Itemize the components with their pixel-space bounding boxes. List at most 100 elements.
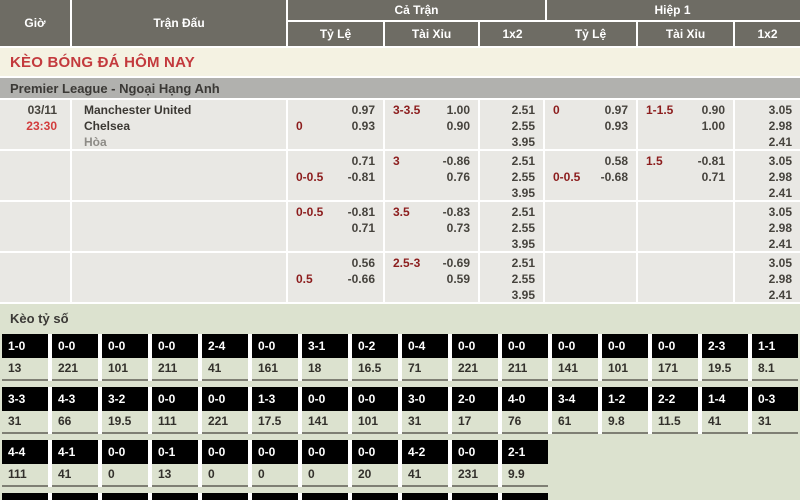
score-bet-option[interactable]: 0-0 221 — [452, 334, 498, 381]
half-over-under-cell[interactable] — [638, 253, 735, 302]
league-header[interactable]: Premier League - Ngoại Hạng Anh — [0, 78, 800, 100]
full-over-under-cell[interactable]: 3.5 -0.83 0.73 — [385, 202, 480, 251]
score-label: 0-0 — [602, 334, 648, 358]
score-odd-value: 101 — [602, 358, 648, 381]
score-bet-option[interactable]: 0-0 101 — [602, 334, 648, 381]
half-handicap-cell[interactable] — [545, 253, 638, 302]
score-bet-option[interactable]: 0-0 20 — [352, 440, 398, 487]
score-bet-option[interactable]: 0-2 16.5 — [352, 334, 398, 381]
score-bet-option[interactable]: 4-0 76 — [502, 387, 548, 434]
correct-score-title: Kèo tỷ số — [10, 311, 69, 326]
score-bet-option[interactable]: 1-0 13 — [2, 334, 48, 381]
half-1x2-cell[interactable]: 3.05 2.98 2.41 — [735, 253, 800, 302]
score-label: 1-2 — [602, 387, 648, 411]
score-bet-option[interactable]: 0-0 211 — [152, 334, 198, 381]
score-bet-option[interactable]: 2-0 17 — [452, 387, 498, 434]
odds-line: 2.51 — [480, 153, 543, 169]
score-bet-option[interactable]: 0-0 0 — [252, 440, 298, 487]
full-handicap-cell[interactable]: 0.71 0-0.5 -0.81 — [288, 151, 385, 200]
half-over-under-cell[interactable]: 1.5 -0.81 0.71 — [638, 151, 735, 200]
score-bet-option[interactable]: 0-4 71 — [402, 334, 448, 381]
score-bet-option[interactable]: 0-0 0 — [302, 440, 348, 487]
odds-line: 0-0.5 -0.81 — [288, 169, 383, 185]
full-handicap-cell[interactable]: 0-0.5 -0.81 0.71 — [288, 202, 385, 251]
score-bet-option[interactable]: 3-0 31 — [402, 387, 448, 434]
score-bet-option[interactable] — [2, 493, 48, 500]
score-bet-option[interactable]: 4-2 41 — [402, 440, 448, 487]
score-bet-option[interactable] — [102, 493, 148, 500]
half-handicap-cell[interactable]: 0.58 0-0.5 -0.68 — [545, 151, 638, 200]
score-odd-value: 9.8 — [602, 411, 648, 434]
odd-value: -0.86 — [442, 154, 470, 168]
score-bet-option[interactable]: 0-0 0 — [102, 440, 148, 487]
score-bet-option[interactable]: 2-3 19.5 — [702, 334, 748, 381]
score-bet-option[interactable]: 2-4 41 — [202, 334, 248, 381]
score-odd-value: 31 — [752, 411, 798, 434]
score-bet-option[interactable]: 3-3 31 — [2, 387, 48, 434]
score-bet-option[interactable] — [302, 493, 348, 500]
score-bet-option[interactable]: 4-1 41 — [52, 440, 98, 487]
half-over-under-cell[interactable]: 1-1.5 0.90 1.00 — [638, 100, 735, 149]
score-bet-option[interactable]: 0-0 211 — [502, 334, 548, 381]
score-bet-option[interactable] — [152, 493, 198, 500]
full-1x2-cell[interactable]: 2.51 2.55 3.95 — [480, 151, 545, 200]
odd-value: 2.41 — [768, 237, 792, 251]
match-cell — [72, 151, 288, 200]
full-handicap-cell[interactable]: 0.97 0 0.93 — [288, 100, 385, 149]
odds-line: 3.95 — [480, 134, 543, 149]
score-bet-option[interactable]: 0-0 231 — [452, 440, 498, 487]
score-bet-option[interactable] — [252, 493, 298, 500]
half-handicap-cell[interactable] — [545, 202, 638, 251]
full-handicap-cell[interactable]: 0.56 0.5 -0.66 — [288, 253, 385, 302]
score-bet-option[interactable]: 1-4 41 — [702, 387, 748, 434]
score-bet-option[interactable]: 0-0 101 — [352, 387, 398, 434]
score-label — [152, 493, 198, 500]
score-bet-option[interactable] — [452, 493, 498, 500]
odd-value: 2.98 — [768, 119, 792, 133]
full-1x2-cell[interactable]: 2.51 2.55 3.95 — [480, 253, 545, 302]
score-bet-option[interactable]: 4-4 111 — [2, 440, 48, 487]
score-odd-value: 221 — [452, 358, 498, 381]
score-bet-option[interactable]: 0-0 101 — [102, 334, 148, 381]
score-bet-option[interactable]: 1-1 8.1 — [752, 334, 798, 381]
score-bet-option[interactable]: 0-0 111 — [152, 387, 198, 434]
score-bet-option[interactable]: 3-4 61 — [552, 387, 598, 434]
half-over-under-cell[interactable] — [638, 202, 735, 251]
score-bet-option[interactable]: 4-3 66 — [52, 387, 98, 434]
score-bet-option[interactable] — [502, 493, 548, 500]
score-bet-option[interactable]: 0-3 31 — [752, 387, 798, 434]
odd-value: 0.93 — [604, 119, 628, 133]
score-bet-option[interactable]: 0-1 13 — [152, 440, 198, 487]
score-bet-option[interactable]: 0-0 221 — [52, 334, 98, 381]
odd-value: -0.81 — [347, 170, 375, 184]
score-bet-option[interactable]: 0-0 141 — [552, 334, 598, 381]
odds-line: 3-3.5 1.00 — [385, 102, 478, 118]
score-bet-option[interactable]: 1-2 9.8 — [602, 387, 648, 434]
score-bet-option[interactable]: 2-1 9.9 — [502, 440, 548, 487]
score-bet-option[interactable]: 2-2 11.5 — [652, 387, 698, 434]
score-bet-option[interactable]: 0-0 161 — [252, 334, 298, 381]
full-over-under-cell[interactable]: 2.5-3 -0.69 0.59 — [385, 253, 480, 302]
score-bet-option[interactable] — [52, 493, 98, 500]
full-1x2-cell[interactable]: 2.51 2.55 3.95 — [480, 202, 545, 251]
score-bet-option[interactable] — [352, 493, 398, 500]
score-odd-value: 19.5 — [702, 358, 748, 381]
half-1x2-cell[interactable]: 3.05 2.98 2.41 — [735, 202, 800, 251]
odds-line: 0 0.93 — [288, 118, 383, 134]
score-bet-option[interactable] — [202, 493, 248, 500]
full-over-under-cell[interactable]: 3-3.5 1.00 0.90 — [385, 100, 480, 149]
half-handicap-cell[interactable]: 0 0.97 0.93 — [545, 100, 638, 149]
score-bet-option[interactable]: 0-0 141 — [302, 387, 348, 434]
score-bet-option[interactable]: 0-0 221 — [202, 387, 248, 434]
score-bet-option[interactable]: 3-2 19.5 — [102, 387, 148, 434]
score-bet-option[interactable]: 0-0 0 — [202, 440, 248, 487]
half-1x2-cell[interactable]: 3.05 2.98 2.41 — [735, 151, 800, 200]
half-1x2-cell[interactable]: 3.05 2.98 2.41 — [735, 100, 800, 149]
score-bet-option[interactable]: 3-1 18 — [302, 334, 348, 381]
score-bet-option[interactable]: 0-0 171 — [652, 334, 698, 381]
score-bet-option[interactable]: 1-3 17.5 — [252, 387, 298, 434]
score-bet-option[interactable] — [402, 493, 448, 500]
full-over-under-cell[interactable]: 3 -0.86 0.76 — [385, 151, 480, 200]
full-1x2-cell[interactable]: 2.51 2.55 3.95 — [480, 100, 545, 149]
score-label — [52, 493, 98, 500]
